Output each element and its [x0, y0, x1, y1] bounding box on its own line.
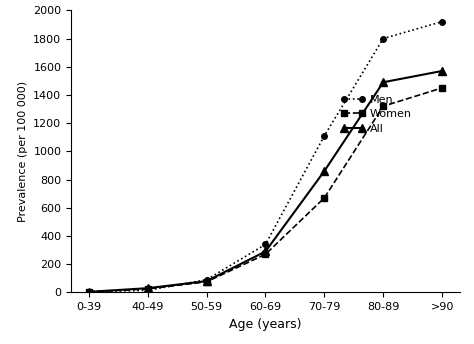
Line: All: All — [84, 67, 447, 296]
Men — [86, 290, 91, 294]
All — [380, 80, 386, 84]
All — [263, 249, 268, 254]
All — [204, 279, 210, 283]
All — [145, 286, 151, 290]
Women — [204, 280, 210, 284]
All — [86, 290, 91, 294]
Men — [204, 278, 210, 282]
Women — [86, 290, 91, 294]
Line: Men: Men — [86, 19, 445, 294]
Women — [145, 287, 151, 291]
Women — [380, 104, 386, 108]
Line: Women: Women — [85, 84, 446, 295]
Women — [439, 86, 445, 90]
All — [321, 169, 327, 173]
Y-axis label: Prevalence (per 100 000): Prevalence (per 100 000) — [18, 81, 27, 222]
Men — [321, 134, 327, 138]
Legend: Men, Women, All: Men, Women, All — [341, 95, 412, 134]
Women — [263, 252, 268, 256]
X-axis label: Age (years): Age (years) — [229, 318, 301, 331]
Men — [380, 36, 386, 41]
All — [439, 69, 445, 73]
Men — [439, 20, 445, 24]
Women — [321, 196, 327, 200]
Men — [263, 243, 268, 247]
Men — [145, 288, 151, 292]
